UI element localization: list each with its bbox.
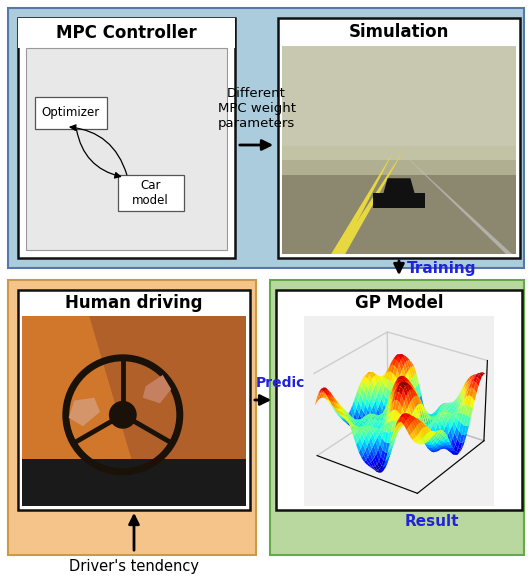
Text: Result: Result xyxy=(405,514,460,529)
FancyBboxPatch shape xyxy=(8,280,256,555)
Text: Training: Training xyxy=(407,261,477,275)
Circle shape xyxy=(110,402,135,427)
FancyBboxPatch shape xyxy=(278,18,520,258)
FancyBboxPatch shape xyxy=(35,97,107,129)
FancyBboxPatch shape xyxy=(118,175,184,211)
Text: Car
model: Car model xyxy=(132,179,169,207)
Text: Prediction: Prediction xyxy=(256,376,336,390)
Polygon shape xyxy=(399,150,512,254)
Text: MPC Controller: MPC Controller xyxy=(56,24,197,42)
Bar xyxy=(22,316,246,506)
Bar xyxy=(22,459,246,506)
FancyBboxPatch shape xyxy=(18,18,235,48)
FancyBboxPatch shape xyxy=(8,8,524,268)
Polygon shape xyxy=(384,178,414,193)
Bar xyxy=(282,146,516,175)
FancyBboxPatch shape xyxy=(18,290,250,510)
Polygon shape xyxy=(143,375,171,403)
Polygon shape xyxy=(69,398,100,426)
FancyBboxPatch shape xyxy=(270,280,524,555)
Text: Human driving: Human driving xyxy=(65,294,203,312)
Text: GP Model: GP Model xyxy=(355,294,443,312)
Polygon shape xyxy=(336,150,404,254)
Bar xyxy=(282,161,516,254)
Text: Driver's tendency: Driver's tendency xyxy=(69,559,199,574)
Bar xyxy=(282,46,516,161)
Polygon shape xyxy=(331,150,394,254)
Text: Different
MPC weight
parameters: Different MPC weight parameters xyxy=(218,87,295,130)
Polygon shape xyxy=(373,193,425,208)
Polygon shape xyxy=(22,316,145,506)
Text: Simulation: Simulation xyxy=(349,23,449,41)
FancyBboxPatch shape xyxy=(26,48,227,250)
FancyBboxPatch shape xyxy=(18,18,235,258)
FancyBboxPatch shape xyxy=(276,290,522,510)
Text: Optimizer: Optimizer xyxy=(42,106,100,119)
